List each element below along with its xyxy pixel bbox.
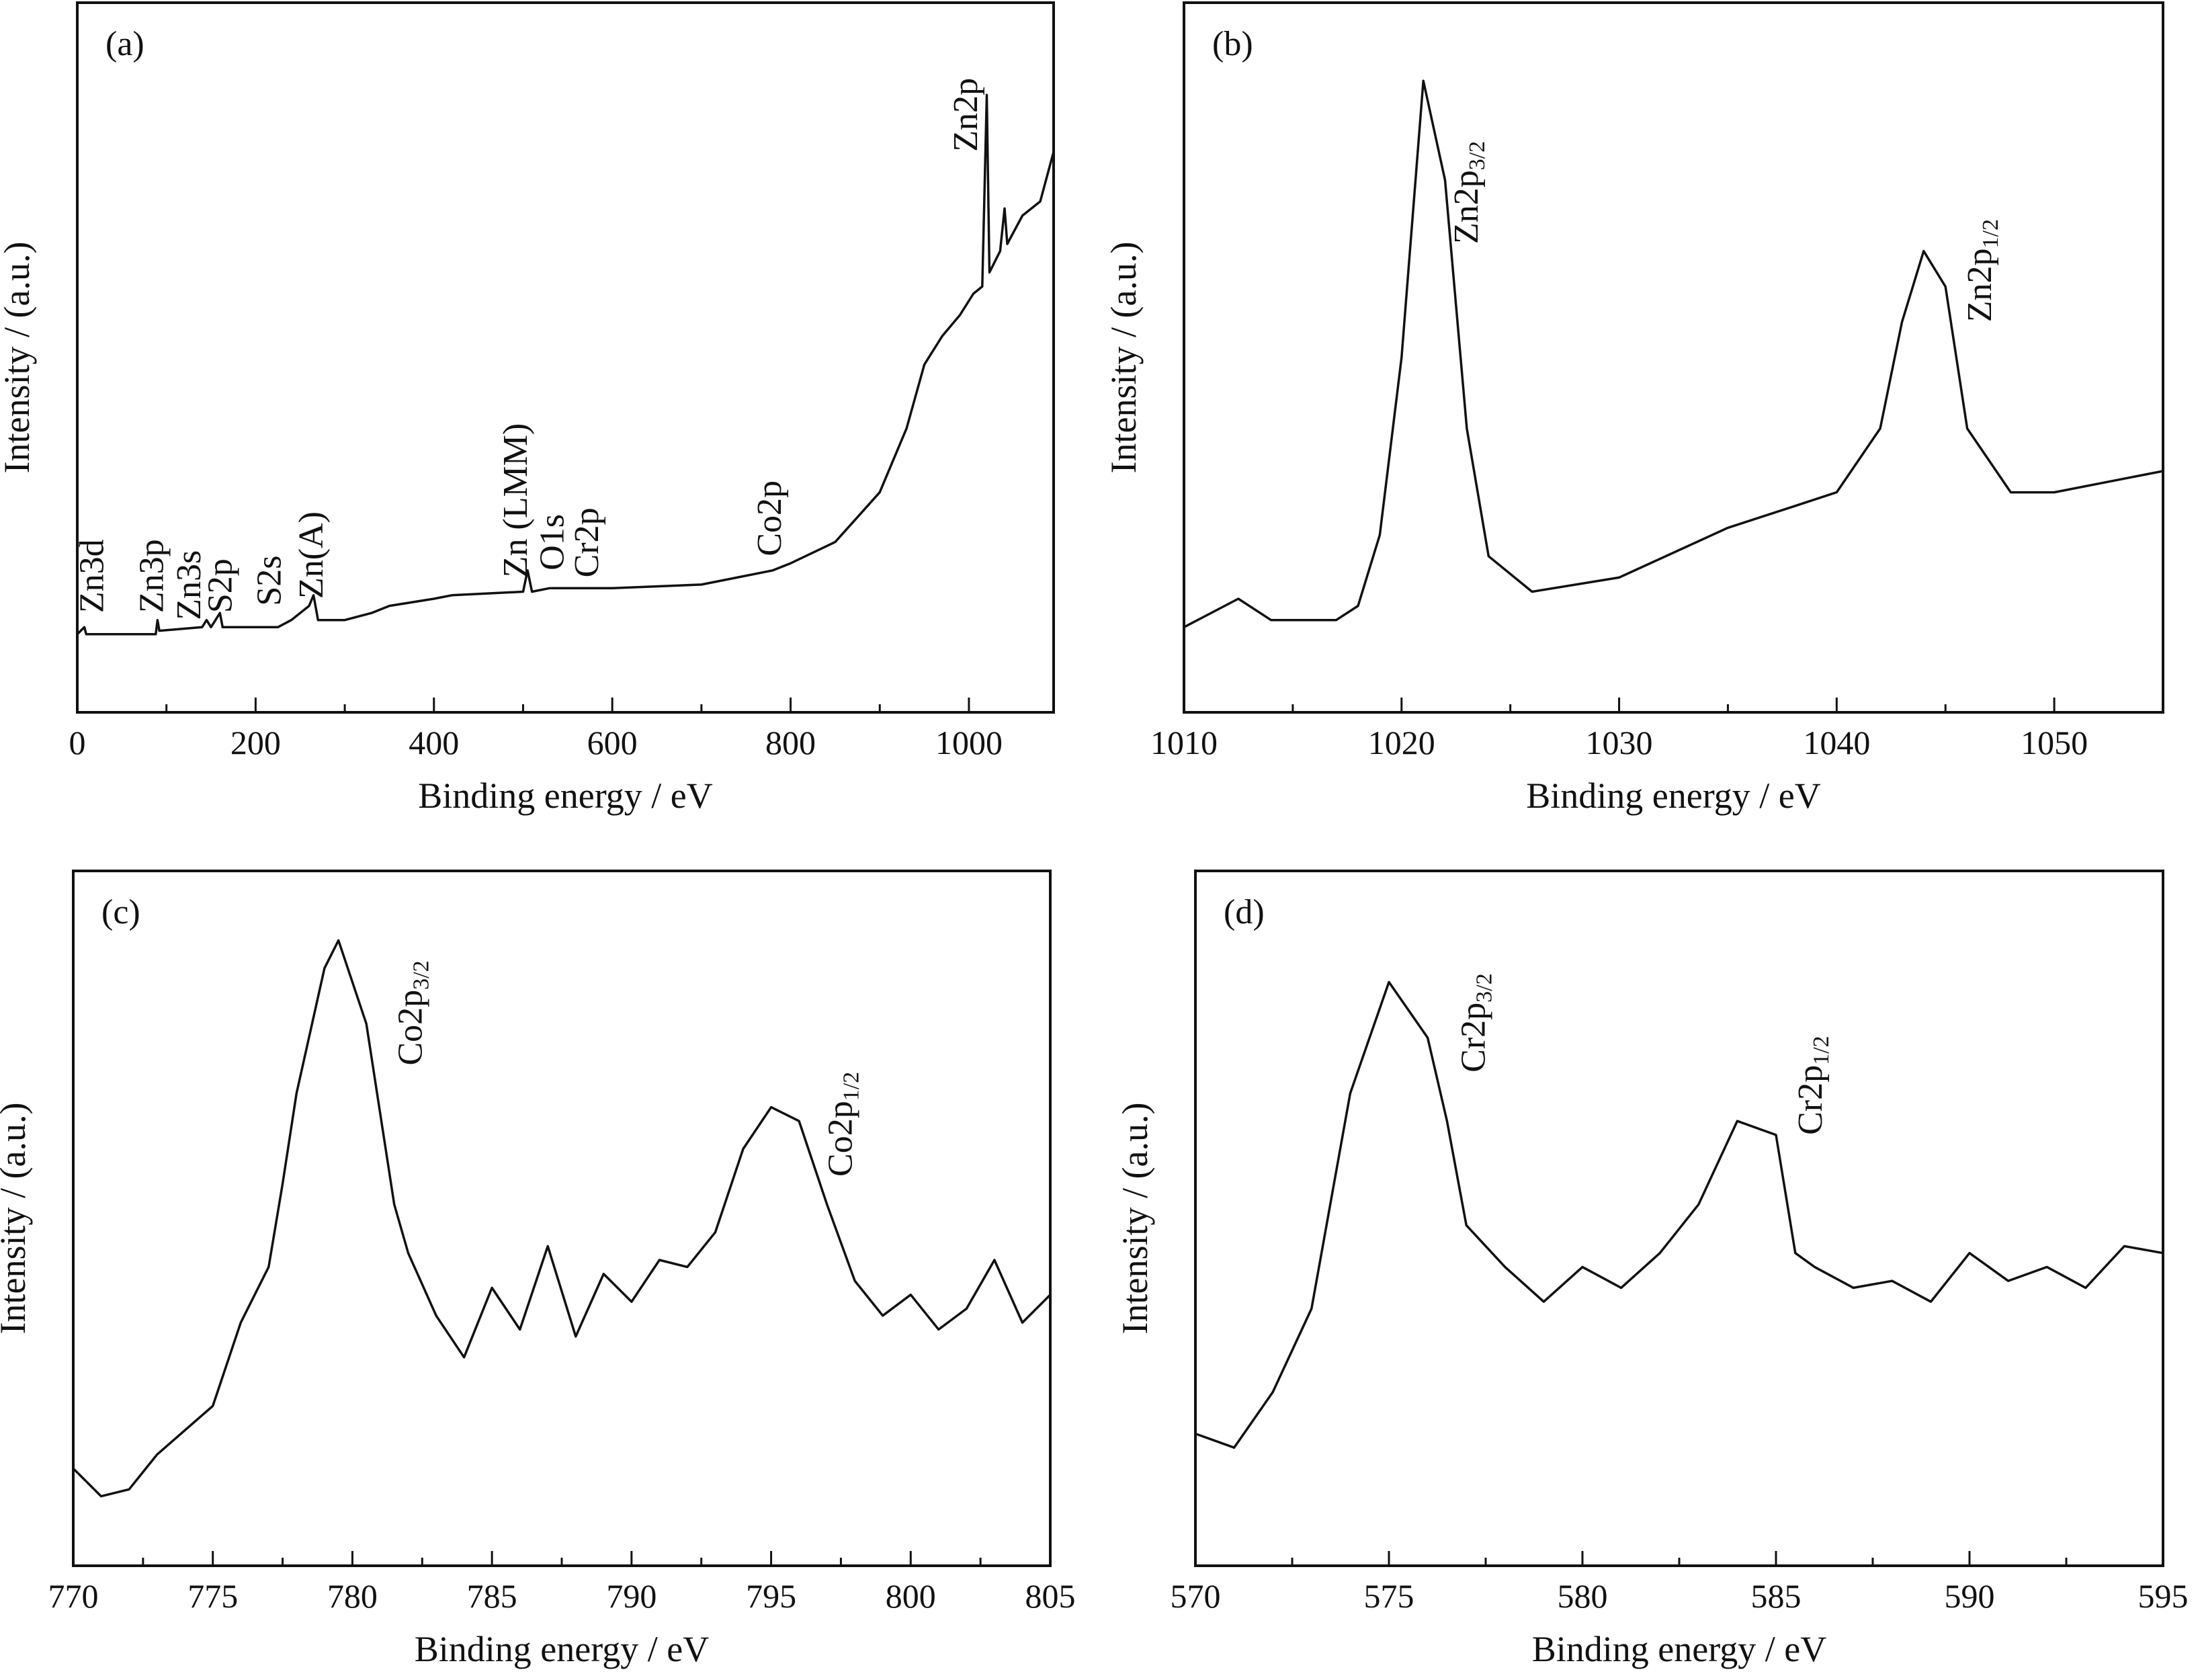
x-tick-label: 785: [467, 1577, 517, 1615]
x-axis-title: Binding energy / eV: [418, 775, 712, 816]
peak-label: Zn2p3/2: [1447, 141, 1490, 244]
x-tick-label: 580: [1558, 1577, 1608, 1615]
x-tick-label: 795: [746, 1577, 796, 1615]
x-tick-label: 800: [886, 1577, 936, 1615]
peak-label-sub: 3/2: [1465, 141, 1490, 170]
x-tick-label: 400: [409, 724, 459, 761]
peak-label-text: Zn3p: [132, 539, 171, 613]
peak-label-text: Zn2p: [1447, 170, 1486, 244]
peak-label-text: Co2p: [392, 990, 430, 1066]
peak-label-text: O1s: [533, 514, 571, 571]
x-tick-label: 790: [606, 1577, 657, 1615]
peak-label: S2s: [251, 555, 289, 605]
x-tick-label: 1050: [2021, 724, 2088, 761]
peak-label: Zn(A): [292, 511, 331, 599]
peak-label-text: Cr2p: [1791, 1065, 1830, 1135]
x-tick-label: 775: [187, 1577, 238, 1615]
peak-label-text: S2p: [202, 558, 240, 613]
peak-label-text: Co2p: [821, 1101, 859, 1177]
peak-label: Zn (LMM): [497, 423, 535, 578]
peak-label: O1s: [533, 514, 571, 571]
x-tick-label: 1010: [1150, 724, 1218, 761]
x-tick-label: 805: [1025, 1577, 1076, 1615]
panel: 570 575 580 585 590 595 Binding energy / eV Int…: [1115, 870, 2189, 1669]
peak-label-sub: 1/2: [1978, 219, 2003, 248]
peak-label-text: S2s: [251, 555, 289, 605]
peak-label-sub: 1/2: [839, 1072, 863, 1101]
panel: 1010 1020 1030 1040 1050 Binding energy / eV I…: [1103, 1, 2164, 816]
peak-label-text: Zn2p: [947, 78, 985, 152]
peak-label: Cr2p: [568, 507, 606, 577]
panel-label: (b): [1212, 25, 1253, 63]
peak-label-text: Cr2p: [1455, 1003, 1493, 1073]
peak-label: Zn2p: [947, 78, 985, 152]
plot-frame: [1183, 1, 2164, 714]
peak-label-sub: 1/2: [1809, 1036, 1834, 1064]
x-tick-label: 600: [587, 724, 638, 761]
spectrum-line: [76, 93, 1055, 636]
peak-label: Co2p: [751, 480, 789, 556]
peak-label-sub: 3/2: [409, 960, 434, 989]
peak-label: Co2p3/2: [392, 960, 434, 1065]
panel-label: (a): [105, 25, 144, 63]
peak-label: Cr2p1/2: [1791, 1036, 1834, 1134]
peak-label-text: Zn (LMM): [497, 423, 535, 578]
x-axis-title: Binding energy / eV: [1526, 775, 1820, 816]
panel: 0 200 400 600 800 1000 Binding energy / eV Inte…: [0, 1, 1055, 816]
peak-label-text: Cr2p: [568, 507, 606, 577]
peak-label: Zn3p: [132, 539, 171, 613]
peak-label: S2p: [202, 558, 240, 613]
x-tick-label: 1030: [1586, 724, 1653, 761]
x-tick-label: 200: [230, 724, 281, 761]
x-tick-label: 780: [327, 1577, 378, 1615]
x-tick-label: 585: [1751, 1577, 1802, 1615]
peak-label: Zn2p1/2: [1961, 219, 2003, 322]
spectrum-line: [72, 939, 1052, 1498]
peak-label-sub: 3/2: [1472, 973, 1497, 1002]
x-tick-label: 595: [2138, 1577, 2189, 1615]
x-tick-label: 1020: [1368, 724, 1435, 761]
y-axis-title: Intensity / (a.u.): [0, 1103, 33, 1335]
peak-label-text: Co2p: [751, 480, 789, 556]
x-tick-label: 770: [48, 1577, 99, 1615]
x-tick-label: 800: [765, 724, 816, 761]
spectrum-line: [1183, 79, 2164, 628]
x-tick-label: 590: [1945, 1577, 1995, 1615]
panel-label: (c): [101, 893, 140, 931]
plot-frame: [1194, 870, 2164, 1567]
y-axis-title: Intensity / (a.u.): [0, 242, 37, 474]
peak-label-text: Zn2p: [1961, 248, 1999, 322]
panel-label: (d): [1224, 893, 1265, 931]
x-tick-label: 575: [1364, 1577, 1414, 1615]
peak-label-text: Zn(A): [292, 511, 331, 599]
peak-label-text: Zn3d: [73, 539, 112, 613]
panel: 770 775 780 785 790 795 800 805 Binding energy /…: [0, 870, 1076, 1669]
spectrum-line: [1195, 980, 2164, 1449]
x-axis-title: Binding energy / eV: [415, 1629, 709, 1669]
peak-label: Zn3d: [73, 539, 112, 613]
x-axis-title: Binding energy / eV: [1532, 1629, 1826, 1669]
peak-label: Zn3s: [170, 550, 208, 620]
plot-frame: [76, 1, 1055, 714]
peak-label: Co2p1/2: [821, 1072, 863, 1177]
peak-label: Cr2p3/2: [1455, 973, 1497, 1072]
plot-frame: [72, 870, 1052, 1567]
x-tick-label: 570: [1171, 1577, 1221, 1615]
peak-label-text: Zn3s: [170, 550, 208, 620]
y-axis-title: Intensity / (a.u.): [1103, 242, 1144, 474]
x-tick-label: 0: [69, 724, 86, 761]
x-tick-label: 1040: [1803, 724, 1870, 761]
x-tick-label: 1000: [935, 724, 1003, 761]
y-axis-title: Intensity / (a.u.): [1115, 1103, 1155, 1335]
